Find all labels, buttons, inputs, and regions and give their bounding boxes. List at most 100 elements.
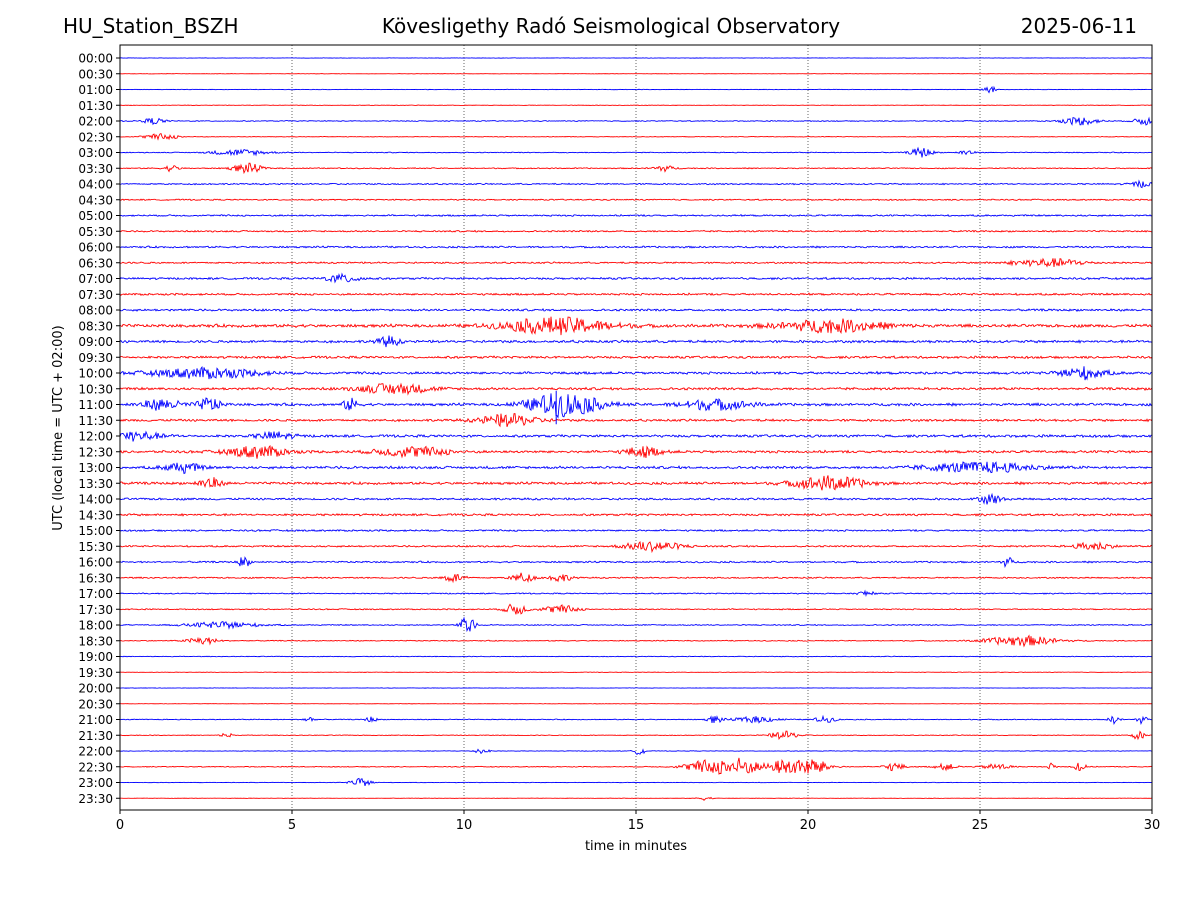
y-tick-label: 00:00 xyxy=(78,52,113,66)
y-tick-label: 09:30 xyxy=(78,351,113,365)
y-tick-label: 06:00 xyxy=(78,241,113,255)
trace-1500 xyxy=(119,528,1153,533)
y-axis-label: UTC (local time = UTC + 02:00) xyxy=(51,325,66,530)
trace-0630 xyxy=(119,257,1153,268)
y-tick-label: 18:00 xyxy=(78,619,113,633)
y-tick-label: 10:00 xyxy=(78,367,113,381)
y-tick-label: 11:00 xyxy=(78,398,113,412)
trace-1300 xyxy=(119,461,1153,475)
y-tick-label: 03:30 xyxy=(78,162,113,176)
trace-1000 xyxy=(119,365,1153,381)
trace-2300 xyxy=(119,777,1153,787)
y-tick-label: 08:00 xyxy=(78,304,113,318)
trace-0600 xyxy=(119,245,1153,249)
trace-1100 xyxy=(119,393,1153,419)
y-tick-label: 15:30 xyxy=(78,540,113,554)
y-tick-label: 16:30 xyxy=(78,571,113,585)
y-tick-label: 01:00 xyxy=(78,83,113,97)
y-tick-label: 18:30 xyxy=(78,634,113,648)
y-tick-label: 04:30 xyxy=(78,193,113,207)
y-tick-label: 07:30 xyxy=(78,288,113,302)
trace-2100 xyxy=(119,714,1153,726)
x-tick-label-20: 20 xyxy=(800,818,817,833)
chart-title: Kövesligethy Radó Seismological Observat… xyxy=(381,14,841,38)
y-tick-label: 12:30 xyxy=(78,445,113,459)
y-tick-label: 22:30 xyxy=(78,760,113,774)
trace-0800 xyxy=(119,307,1153,312)
trace-0330 xyxy=(119,162,1153,175)
y-tick-label: 01:30 xyxy=(78,99,113,113)
trace-0200 xyxy=(119,116,1153,126)
trace-1230 xyxy=(119,444,1153,459)
y-tick-label: 04:00 xyxy=(78,178,113,192)
y-tick-label: 09:00 xyxy=(78,335,113,349)
trace-0230 xyxy=(119,132,1153,141)
y-tick-label: 19:00 xyxy=(78,650,113,664)
y-tick-label: 03:00 xyxy=(78,146,113,160)
y-tick-label: 23:30 xyxy=(78,792,113,806)
trace-1730 xyxy=(119,603,1153,615)
trace-1630 xyxy=(119,572,1153,584)
trace-1430 xyxy=(119,512,1153,517)
y-tick-label: 14:30 xyxy=(78,508,113,522)
y-tick-label: 02:00 xyxy=(78,115,113,129)
y-tick-label: 10:30 xyxy=(78,382,113,396)
x-axis-label: time in minutes xyxy=(585,839,687,854)
station-name: HU_Station_BSZH xyxy=(63,14,239,38)
trace-1800 xyxy=(119,616,1153,633)
y-tick-label: 02:30 xyxy=(78,130,113,144)
y-tick-label: 17:00 xyxy=(78,587,113,601)
trace-0930 xyxy=(119,355,1153,360)
trace-1830 xyxy=(119,634,1153,648)
y-tick-label: 08:30 xyxy=(78,319,113,333)
y-tick-label: 05:00 xyxy=(78,209,113,223)
trace-1330 xyxy=(119,475,1153,491)
y-tick-label: 20:30 xyxy=(78,697,113,711)
trace-0300 xyxy=(119,146,1153,158)
y-tick-label: 11:30 xyxy=(78,414,113,428)
trace-0400 xyxy=(119,179,1153,189)
y-tick-label: 06:30 xyxy=(78,256,113,270)
y-tick-label: 23:00 xyxy=(78,776,113,790)
trace-2200 xyxy=(119,748,1153,756)
trace-0500 xyxy=(119,213,1153,218)
y-tick-label: 20:00 xyxy=(78,682,113,696)
y-tick-label: 00:30 xyxy=(78,67,113,81)
trace-1130 xyxy=(119,413,1153,428)
trace-1400 xyxy=(119,492,1153,505)
y-tick-label: 21:00 xyxy=(78,713,113,727)
y-tick-label: 07:00 xyxy=(78,272,113,286)
x-tick-label-15: 15 xyxy=(628,818,645,833)
trace-2230 xyxy=(120,757,1153,775)
trace-2330 xyxy=(119,796,1153,801)
trace-1600 xyxy=(119,556,1153,568)
trace-0100 xyxy=(119,85,1153,94)
x-tick-label-10: 10 xyxy=(456,818,473,833)
y-tick-label: 05:30 xyxy=(78,225,113,239)
seismogram-traces xyxy=(119,57,1153,801)
trace-1900 xyxy=(119,655,1153,658)
y-tick-label: 16:00 xyxy=(78,556,113,570)
x-tick-label-0: 0 xyxy=(116,818,124,833)
trace-0730 xyxy=(119,292,1153,297)
x-tick-label-25: 25 xyxy=(972,818,989,833)
x-axis-ticks: 0 5 10 15 20 25 30 xyxy=(116,810,1160,833)
y-tick-label: 17:30 xyxy=(78,603,113,617)
y-tick-label: 15:00 xyxy=(78,524,113,538)
trace-0900 xyxy=(119,335,1153,348)
y-tick-label: 13:30 xyxy=(78,477,113,491)
trace-0830 xyxy=(119,316,1153,336)
x-tick-label-5: 5 xyxy=(288,818,296,833)
trace-0430 xyxy=(119,198,1153,202)
y-tick-label: 21:30 xyxy=(78,729,113,743)
y-tick-label: 19:30 xyxy=(78,666,113,680)
trace-0700 xyxy=(119,272,1152,284)
trace-0530 xyxy=(119,229,1153,233)
chart-date: 2025-06-11 xyxy=(1020,14,1137,38)
trace-1530 xyxy=(119,541,1153,554)
x-tick-label-30: 30 xyxy=(1144,818,1161,833)
y-tick-label: 14:00 xyxy=(78,493,113,507)
y-tick-label: 22:00 xyxy=(78,745,113,759)
